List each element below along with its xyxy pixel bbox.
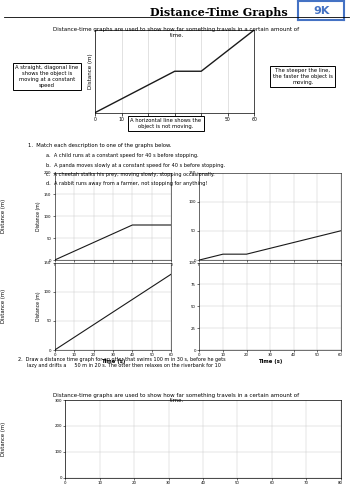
Text: Distance (m): Distance (m) [1,199,6,234]
Y-axis label: Distance (m): Distance (m) [88,54,92,89]
Y-axis label: Distance (m): Distance (m) [36,202,41,231]
Text: 1.  Match each description to one of the graphs below.: 1. Match each description to one of the … [28,142,172,148]
Text: A straight, diagonal line
shows the object is
moving at a constant
speed: A straight, diagonal line shows the obje… [15,66,78,88]
Text: Distance (m): Distance (m) [1,422,6,456]
Text: 9K: 9K [313,6,329,16]
Text: c.  A cheetah stalks his prey, moving slowly, stopping occasionally.: c. A cheetah stalks his prey, moving slo… [46,172,215,176]
Text: Distance-time graphs are used to show how far something travels in a certain amo: Distance-time graphs are used to show ho… [53,28,300,38]
Text: 2.  Draw a distance time graph for an otter that swims 100 m in 30 s, before he : 2. Draw a distance time graph for an ott… [18,358,225,368]
Text: d.  A rabbit runs away from a farmer, not stopping for anything!: d. A rabbit runs away from a farmer, not… [46,180,207,186]
Text: A horizontal line shows the
object is not moving.: A horizontal line shows the object is no… [130,118,202,129]
Y-axis label: Distance (m): Distance (m) [36,292,41,321]
Text: The steeper the line,
the faster the object is
moving.: The steeper the line, the faster the obj… [273,68,333,85]
X-axis label: Time (s): Time (s) [161,123,189,128]
X-axis label: Time (s): Time (s) [258,359,282,364]
X-axis label: Time (s): Time (s) [101,359,125,364]
Text: a.  A child runs at a constant speed for 40 s before stopping.: a. A child runs at a constant speed for … [46,154,198,158]
Text: Distance-Time Graphs: Distance-Time Graphs [150,7,288,18]
Text: Distance-time graphs are used to show how far something travels in a certain amo: Distance-time graphs are used to show ho… [53,392,300,404]
Text: Distance (m): Distance (m) [1,289,6,324]
Text: b.  A panda moves slowly at a constant speed for 40 s before stopping.: b. A panda moves slowly at a constant sp… [46,162,225,168]
